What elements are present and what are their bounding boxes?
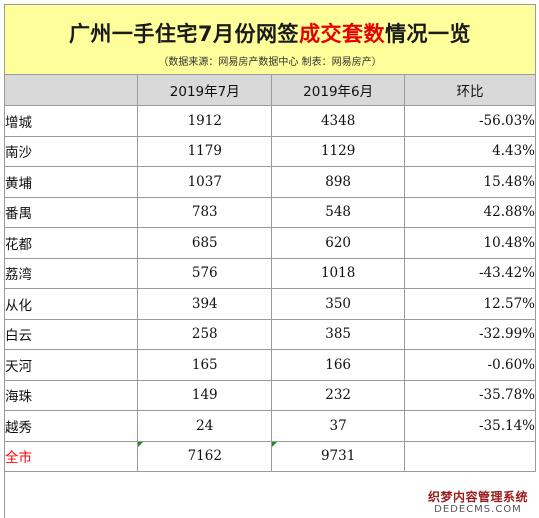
- jun-cell[interactable]: 232: [271, 380, 406, 411]
- jun-cell[interactable]: 898: [271, 166, 406, 198]
- ratio-cell[interactable]: 42.88%: [404, 197, 536, 228]
- title-highlight: 成交套数: [299, 22, 386, 46]
- table-row: 天河 165 166 -0.60%: [5, 349, 536, 381]
- ratio-cell[interactable]: -35.78%: [404, 380, 536, 411]
- ratio-cell[interactable]: 4.43%: [404, 136, 536, 167]
- district-cell[interactable]: 南沙: [5, 136, 139, 167]
- jun-cell[interactable]: 1129: [271, 136, 406, 167]
- table-row: 增城 1912 4348 -56.03%: [5, 105, 536, 137]
- jul-cell[interactable]: 149: [137, 380, 273, 411]
- ratio-cell[interactable]: -0.60%: [404, 349, 536, 381]
- table-row: 黄埔 1037 898 15.48%: [5, 166, 536, 198]
- ratio-cell[interactable]: -56.03%: [404, 105, 536, 137]
- table-row: 花都 685 620 10.48%: [5, 227, 536, 259]
- header-jul[interactable]: 2019年7月: [137, 75, 273, 106]
- table-row: 番禺 783 548 42.88%: [5, 197, 536, 228]
- total-jul-cell[interactable]: 7162: [137, 441, 273, 472]
- district-cell[interactable]: 增城: [5, 105, 139, 137]
- total-row: 全市 7162 9731: [5, 441, 536, 472]
- table-row: 荔湾 576 1018 -43.42%: [5, 258, 536, 289]
- table-row: 南沙 1179 1129 4.43%: [5, 136, 536, 167]
- jul-cell[interactable]: 783: [137, 197, 273, 228]
- title-suffix: 情况一览: [385, 22, 472, 46]
- watermark-main: 织梦内容管理系统: [427, 490, 528, 504]
- jun-cell[interactable]: 37: [271, 410, 406, 442]
- district-cell[interactable]: 白云: [5, 319, 139, 350]
- jun-cell[interactable]: 548: [271, 197, 406, 228]
- jul-cell[interactable]: 576: [137, 258, 273, 289]
- header-jun[interactable]: 2019年6月: [271, 75, 406, 106]
- table-row: 海珠 149 232 -35.78%: [5, 380, 536, 411]
- jul-cell[interactable]: 165: [137, 349, 273, 381]
- jun-cell[interactable]: 166: [271, 349, 406, 381]
- district-cell[interactable]: 番禺: [5, 197, 139, 228]
- title-banner: 广州一手住宅7月份网签成交套数情况一览 （数据来源：网易房产数据中心 制表：网易…: [5, 5, 536, 75]
- jul-cell[interactable]: 1912: [137, 105, 273, 137]
- title-prefix: 广州一手住宅7月份网签: [68, 22, 300, 46]
- district-cell[interactable]: 天河: [5, 349, 139, 381]
- ratio-cell[interactable]: 15.48%: [404, 166, 536, 198]
- table-title: 广州一手住宅7月份网签成交套数情况一览: [5, 18, 535, 48]
- jul-cell[interactable]: 394: [137, 288, 273, 320]
- table-row: 越秀 24 37 -35.14%: [5, 410, 536, 442]
- ratio-cell[interactable]: 12.57%: [404, 288, 536, 320]
- table-row: 从化 394 350 12.57%: [5, 288, 536, 320]
- jul-cell[interactable]: 258: [137, 319, 273, 350]
- district-cell[interactable]: 荔湾: [5, 258, 139, 289]
- header-row: 2019年7月 2019年6月 环比: [5, 75, 536, 106]
- district-cell[interactable]: 海珠: [5, 380, 139, 411]
- jun-cell[interactable]: 350: [271, 288, 406, 320]
- jun-cell[interactable]: 620: [271, 227, 406, 259]
- jun-cell[interactable]: 4348: [271, 105, 406, 137]
- ratio-cell[interactable]: -35.14%: [404, 410, 536, 442]
- jul-cell[interactable]: 1179: [137, 136, 273, 167]
- jun-cell[interactable]: 1018: [271, 258, 406, 289]
- header-district[interactable]: [5, 75, 139, 106]
- jun-cell[interactable]: 385: [271, 319, 406, 350]
- jul-cell[interactable]: 24: [137, 410, 273, 442]
- watermark-logo: 织梦内容管理系统 DEDECMS.COM: [428, 491, 528, 515]
- ratio-cell[interactable]: -32.99%: [404, 319, 536, 350]
- table-row: 白云 258 385 -32.99%: [5, 319, 536, 350]
- total-ratio-cell[interactable]: [404, 441, 536, 472]
- watermark-sub: DEDECMS.COM: [434, 504, 522, 515]
- ratio-cell[interactable]: -43.42%: [404, 258, 536, 289]
- district-cell[interactable]: 从化: [5, 288, 139, 320]
- district-cell[interactable]: 黄埔: [5, 166, 139, 198]
- total-district-cell[interactable]: 全市: [5, 441, 139, 472]
- district-cell[interactable]: 花都: [5, 227, 139, 259]
- total-jun-cell[interactable]: 9731: [271, 441, 406, 472]
- district-cell[interactable]: 越秀: [5, 410, 139, 442]
- table-subtitle: （数据来源：网易房产数据中心 制表：网易房产）: [158, 57, 382, 68]
- data-table: 2019年7月 2019年6月 环比 增城 1912 4348 -56.03% 南沙 11…: [5, 75, 536, 472]
- ratio-cell[interactable]: 10.48%: [404, 227, 536, 259]
- jul-cell[interactable]: 685: [137, 227, 273, 259]
- jul-cell[interactable]: 1037: [137, 166, 273, 198]
- header-ratio[interactable]: 环比: [404, 75, 536, 106]
- spreadsheet: 广州一手住宅7月份网签成交套数情况一览 （数据来源：网易房产数据中心 制表：网易…: [4, 4, 536, 518]
